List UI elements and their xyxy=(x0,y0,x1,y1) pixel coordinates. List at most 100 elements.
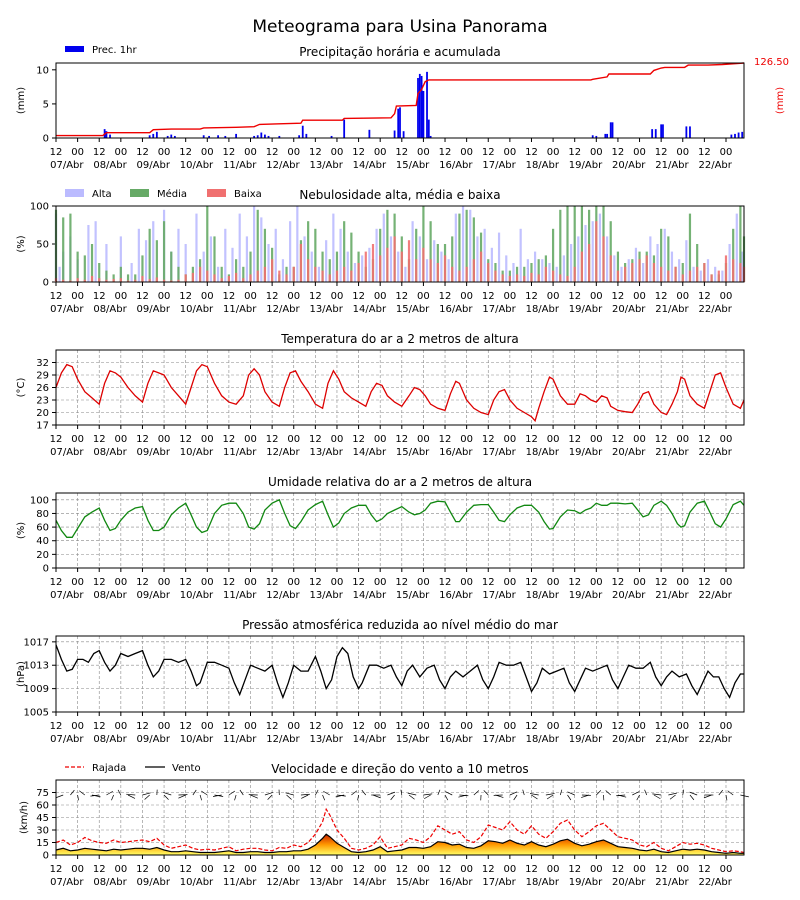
wind-arrow xyxy=(361,789,367,796)
cloud-bar-alta xyxy=(714,266,717,282)
x-tick-label: 00 xyxy=(244,147,257,158)
cloud-bar-média xyxy=(220,266,223,282)
precip-bar xyxy=(105,131,108,138)
x-day-label: 13/Abr xyxy=(309,304,343,315)
wind-arrow xyxy=(559,789,563,796)
cloud-bar-baixa xyxy=(422,247,425,282)
cloud-bar-alta xyxy=(397,251,400,282)
x-tick-label: 00 xyxy=(460,864,473,875)
panel-title: Precipitação horária e acumulada xyxy=(299,45,501,59)
wind-arrow xyxy=(636,794,640,801)
x-day-label: 21/Abr xyxy=(655,734,689,745)
x-day-label: 18/Abr xyxy=(526,734,560,745)
cloud-bar-baixa xyxy=(343,266,346,282)
wind-arrow xyxy=(301,794,309,799)
cloud-bar-baixa xyxy=(335,270,339,282)
wind-arrow xyxy=(668,792,677,796)
cloud-bar-alta xyxy=(519,228,522,282)
x-day-label: 07/Abr xyxy=(50,160,84,171)
wind-arrow xyxy=(567,791,575,796)
x-tick-label: 00 xyxy=(590,291,603,302)
x-tick-label: 12 xyxy=(352,434,365,445)
cloud-bar-alta xyxy=(144,240,148,282)
y-tick-label: 50 xyxy=(36,240,49,251)
cloud-bar-média xyxy=(105,270,108,282)
x-day-label: 17/Abr xyxy=(482,304,516,315)
x-tick-label: 12 xyxy=(482,721,495,732)
x-tick-label: 12 xyxy=(223,147,236,158)
x-tick-label: 12 xyxy=(50,721,63,732)
x-tick-label: 12 xyxy=(179,864,192,875)
cloud-bar-média xyxy=(235,259,238,282)
x-tick-label: 00 xyxy=(720,434,733,445)
x-tick-label: 12 xyxy=(395,577,408,588)
x-tick-label: 00 xyxy=(244,577,257,588)
wind-arrow xyxy=(483,790,489,796)
cloud-bar-alta xyxy=(296,206,299,282)
y-tick-label: 5 xyxy=(43,99,49,110)
x-tick-label: 00 xyxy=(417,291,430,302)
cloud-bar-baixa xyxy=(717,270,720,282)
x-tick-label: 00 xyxy=(114,721,127,732)
cloud-bar-baixa xyxy=(429,259,432,282)
x-day-label: 19/Abr xyxy=(569,160,603,171)
cloud-bar-alta xyxy=(512,263,515,282)
y-tick-label: 0 xyxy=(43,134,49,145)
x-tick-label: 12 xyxy=(568,577,581,588)
precip-bar xyxy=(208,135,210,138)
x-tick-label: 12 xyxy=(525,721,538,732)
cloud-bar-baixa xyxy=(105,279,108,282)
cloud-bar-média xyxy=(242,266,245,282)
precip-bar xyxy=(397,108,400,138)
x-day-label: 11/Abr xyxy=(223,304,257,315)
cloud-bar-alta xyxy=(497,232,501,282)
cloud-bar-baixa xyxy=(660,266,663,282)
cloud-bar-baixa xyxy=(191,272,194,282)
cloud-bar-baixa xyxy=(688,270,692,282)
cloud-bar-baixa xyxy=(119,278,122,282)
cloud-bar-média xyxy=(580,206,584,282)
cloud-bar-baixa xyxy=(148,278,151,282)
precip-bar xyxy=(330,135,333,138)
cloud-bar-baixa xyxy=(559,274,562,282)
precip-bar xyxy=(368,129,371,138)
cloud-bar-alta xyxy=(382,213,385,282)
x-tick-label: 12 xyxy=(439,721,452,732)
x-tick-label: 00 xyxy=(590,147,603,158)
x-tick-label: 12 xyxy=(395,721,408,732)
wind-arrow xyxy=(286,794,292,800)
precip-bar xyxy=(609,122,612,138)
cloud-bar-média xyxy=(696,244,699,282)
x-day-label: 11/Abr xyxy=(223,447,257,458)
x-day-label: 12/Abr xyxy=(266,160,300,171)
x-tick-label: 12 xyxy=(223,434,236,445)
cloud-bar-alta xyxy=(649,236,652,282)
x-day-label: 08/Abr xyxy=(93,304,127,315)
cloud-bar-alta xyxy=(231,247,234,282)
wind-arrow xyxy=(199,794,202,801)
panel-4: Umidade relativa do ar a 2 metros de alt… xyxy=(16,475,745,601)
precip-bar xyxy=(152,133,155,138)
x-tick-label: 00 xyxy=(287,577,300,588)
x-tick-label: 12 xyxy=(612,434,625,445)
cloud-bar-média xyxy=(609,221,612,282)
precip-bar xyxy=(224,135,227,138)
wind-arrow xyxy=(234,794,237,801)
cloud-bar-alta xyxy=(433,240,436,282)
precip-bar xyxy=(217,135,219,138)
x-tick-label: 12 xyxy=(223,864,236,875)
x-tick-label: 00 xyxy=(71,577,84,588)
x-tick-label: 00 xyxy=(374,577,387,588)
x-tick-label: 12 xyxy=(179,721,192,732)
precip-bar xyxy=(689,126,691,138)
cloud-bar-média xyxy=(314,228,317,282)
cloud-bar-alta xyxy=(670,251,674,282)
x-tick-label: 00 xyxy=(244,864,257,875)
precip-bar xyxy=(611,122,614,138)
cloud-bar-baixa xyxy=(249,274,252,282)
precip-bar xyxy=(418,73,421,138)
wind-arrow xyxy=(653,794,661,800)
x-day-label: 21/Abr xyxy=(655,304,689,315)
x-tick-label: 00 xyxy=(287,721,300,732)
cloud-bar-alta xyxy=(663,228,666,282)
